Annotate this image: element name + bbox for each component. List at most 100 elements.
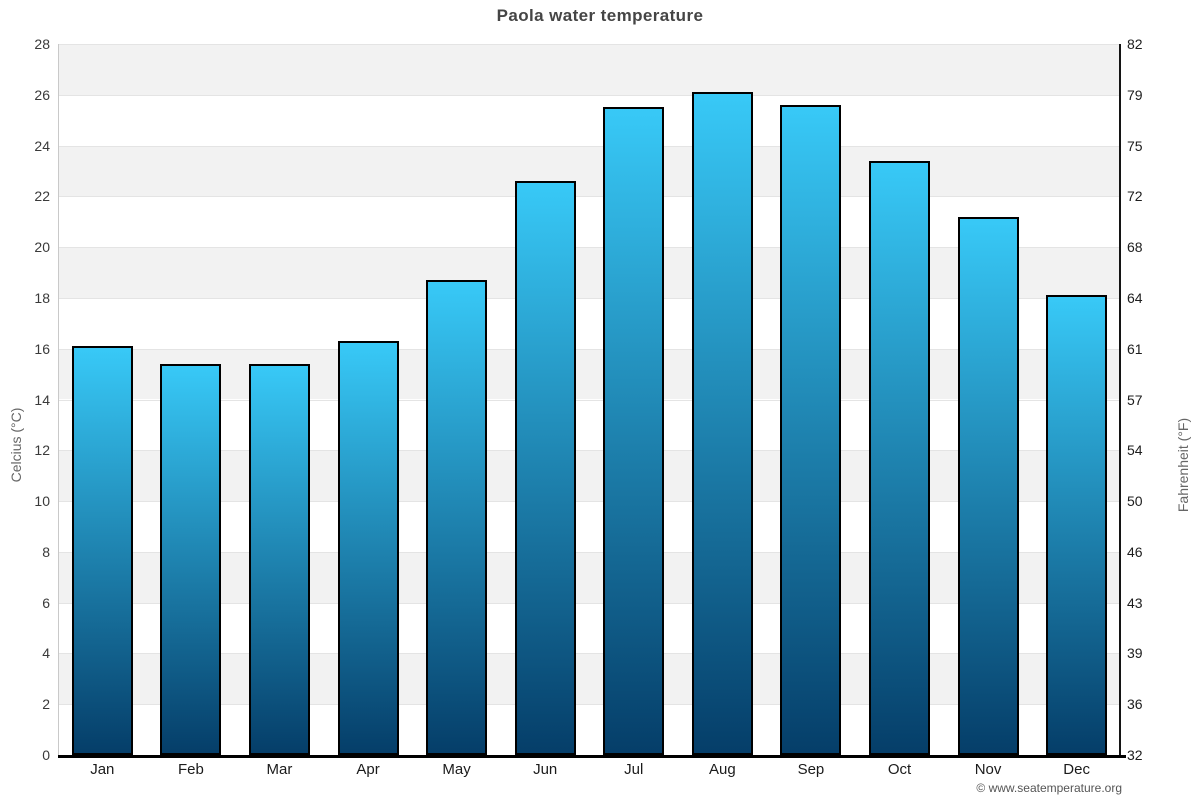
y-tick-celsius-0: 0 (42, 747, 50, 763)
gridline (58, 653, 1121, 655)
bar-slot-jun (501, 44, 590, 755)
y-tick-celsius-18: 18 (34, 289, 50, 306)
gridline (58, 247, 1121, 249)
x-tick-jun: Jun (533, 761, 558, 778)
plot-band (58, 653, 1121, 705)
y-tick-celsius-20: 20 (34, 239, 50, 256)
gridline (58, 94, 1121, 96)
plot-band (58, 551, 1121, 603)
bar-dec[interactable] (1046, 295, 1108, 755)
y-tick-fahrenheit-75: 75 (1127, 137, 1143, 154)
y-tick-celsius-12: 12 (34, 442, 50, 459)
y-tick-celsius-16: 16 (34, 340, 50, 357)
gridline (58, 399, 1121, 401)
plot-band (58, 44, 1121, 95)
y-tick-fahrenheit-36: 36 (1127, 696, 1143, 713)
x-tick-apr: Apr (356, 761, 380, 778)
y-tick-fahrenheit-79: 79 (1127, 86, 1143, 103)
bar-slot-feb (147, 44, 236, 755)
chart-title: Paola water temperature (496, 6, 704, 25)
bar-slot-mar (235, 44, 324, 755)
bar-apr[interactable] (337, 341, 399, 755)
y-tick-celsius-6: 6 (42, 594, 50, 611)
x-tick-sep: Sep (797, 761, 825, 778)
plot-band (58, 94, 1121, 146)
plot-band (58, 348, 1121, 400)
copyright-text: © www.seatemperature.org (976, 781, 1122, 795)
plot-band (58, 704, 1121, 755)
gridline (58, 297, 1121, 299)
gridline (58, 348, 1121, 350)
y-tick-fahrenheit-57: 57 (1127, 391, 1143, 408)
x-tick-may: May (442, 761, 471, 778)
y-axis-line-right (1119, 44, 1121, 755)
bar-jun[interactable] (514, 181, 576, 755)
y-tick-celsius-4: 4 (42, 645, 50, 662)
bar-oct[interactable] (868, 160, 930, 755)
bar-slot-jan (58, 44, 147, 755)
y-tick-celsius-26: 26 (34, 86, 50, 103)
y-tick-fahrenheit-82: 82 (1127, 36, 1143, 52)
y-tick-celsius-2: 2 (42, 696, 50, 713)
bar-slot-nov (944, 44, 1033, 755)
gridline (58, 196, 1121, 198)
y-tick-celsius-14: 14 (34, 391, 50, 408)
bar-slot-sep (767, 44, 856, 755)
plot-band (58, 399, 1121, 451)
bar-may[interactable] (426, 280, 488, 755)
bar-nov[interactable] (957, 216, 1019, 755)
plot-band (58, 297, 1121, 349)
y-tick-fahrenheit-43: 43 (1127, 594, 1143, 611)
x-tick-nov: Nov (974, 761, 1002, 778)
y-axis-line-left (58, 44, 59, 755)
x-tick-oct: Oct (887, 761, 912, 778)
y-tick-fahrenheit-39: 39 (1127, 645, 1143, 662)
y-tick-celsius-22: 22 (34, 188, 50, 205)
bar-slot-oct (855, 44, 944, 755)
plot-band (58, 450, 1121, 502)
y-tick-fahrenheit-32: 32 (1127, 747, 1143, 763)
bar-slot-dec (1032, 44, 1121, 755)
y-tick-fahrenheit-64: 64 (1127, 289, 1143, 306)
x-tick-jan: Jan (90, 761, 115, 778)
plot-band (58, 602, 1121, 654)
bar-jan[interactable] (71, 346, 133, 755)
plot-area (58, 44, 1121, 756)
plot-band (58, 145, 1121, 197)
y-tick-fahrenheit-61: 61 (1127, 340, 1143, 357)
gridline (58, 551, 1121, 553)
bar-mar[interactable] (248, 363, 310, 755)
bar-slot-apr (324, 44, 413, 755)
y-tick-celsius-10: 10 (34, 493, 50, 510)
gridline (58, 704, 1121, 706)
bar-jul[interactable] (603, 107, 665, 755)
y-tick-fahrenheit-50: 50 (1127, 493, 1143, 510)
y-tick-celsius-8: 8 (42, 543, 50, 560)
y-tick-celsius-24: 24 (34, 137, 50, 154)
plot-band (58, 196, 1121, 248)
y-tick-fahrenheit-68: 68 (1127, 239, 1143, 256)
x-tick-jul: Jul (624, 761, 644, 778)
plot-band (58, 501, 1121, 552)
bar-feb[interactable] (160, 363, 222, 755)
y-tick-celsius-28: 28 (34, 36, 50, 52)
bar-aug[interactable] (691, 92, 753, 755)
x-axis-category-labels: Jan Feb Mar Apr May Jun Jul Aug Sep Oct Nov Dec (58, 761, 1121, 778)
x-tick-mar: Mar (266, 761, 293, 778)
bar-slot-jul (589, 44, 678, 755)
gridline (58, 450, 1121, 452)
bar-series (58, 44, 1121, 755)
bar-slot-may (412, 44, 501, 755)
bar-sep[interactable] (780, 104, 842, 755)
x-tick-dec: Dec (1063, 761, 1090, 778)
y-axis-title-fahrenheit: Fahrenheit (°F) (1175, 417, 1191, 513)
x-tick-feb: Feb (177, 761, 204, 778)
gridline (58, 145, 1121, 147)
gridline (58, 501, 1121, 503)
y-tick-fahrenheit-54: 54 (1127, 442, 1143, 459)
y-tick-fahrenheit-72: 72 (1127, 188, 1143, 205)
plot-band (58, 247, 1121, 298)
gridline (58, 602, 1121, 604)
x-tick-aug: Aug (708, 761, 736, 778)
